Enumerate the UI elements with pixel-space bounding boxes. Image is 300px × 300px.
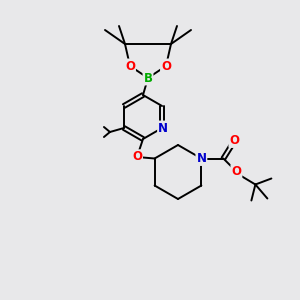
Text: O: O [125,59,135,73]
Text: N: N [158,122,168,134]
Text: O: O [161,59,171,73]
Text: O: O [231,165,242,178]
Text: N: N [196,152,206,165]
Text: O: O [132,151,142,164]
Text: O: O [230,134,239,147]
Text: B: B [143,71,152,85]
Text: O: O [132,151,142,164]
